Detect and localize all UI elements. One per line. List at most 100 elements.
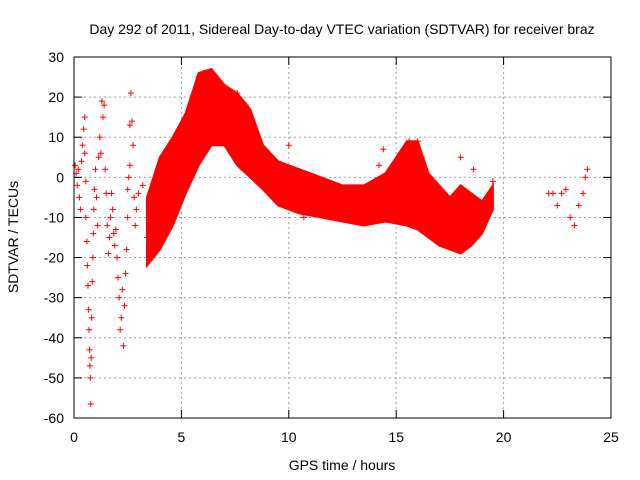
data-point <box>97 150 104 157</box>
data-point <box>125 174 132 181</box>
data-point <box>457 154 464 161</box>
data-point <box>217 114 224 121</box>
data-point <box>199 70 206 77</box>
y-axis-label: SDTVAR / TECUs <box>5 181 21 293</box>
data-point <box>94 222 101 229</box>
data-point <box>156 206 163 213</box>
data-point <box>77 206 84 213</box>
data-point <box>108 190 115 197</box>
data-point <box>111 242 118 249</box>
data-point <box>174 182 181 189</box>
data-point <box>106 234 113 241</box>
data-point <box>86 326 93 333</box>
data-point <box>251 142 258 149</box>
data-point <box>135 190 142 197</box>
x-tick-label: 10 <box>281 429 297 445</box>
data-point <box>86 362 93 369</box>
data-point <box>339 194 346 201</box>
data-point <box>98 98 105 105</box>
data-point <box>74 182 81 189</box>
data-point <box>580 190 587 197</box>
data-point <box>89 254 96 261</box>
data-point <box>80 126 87 133</box>
data-point <box>461 194 468 201</box>
data-point <box>479 222 486 229</box>
data-point <box>83 238 90 245</box>
data-point <box>96 134 103 141</box>
data-point <box>208 102 215 109</box>
data-point <box>115 274 122 281</box>
data-point <box>204 94 211 101</box>
data-point <box>124 214 131 221</box>
data-point <box>89 278 96 285</box>
data-point <box>90 206 97 213</box>
data-point <box>82 214 89 221</box>
y-tick-label: -10 <box>44 209 64 225</box>
data-point <box>123 246 130 253</box>
data-point <box>116 294 123 301</box>
data-point <box>260 166 267 173</box>
axis-ticks: 0 5 10 15 20 25 -60 -50 -40 -30 -20 -10 0 10 20 30 <box>44 49 619 445</box>
data-point <box>296 198 303 205</box>
data-point <box>582 174 589 181</box>
data-point <box>88 354 95 361</box>
data-point <box>191 94 198 101</box>
chart-title: Day 292 of 2011, Sidereal Day-to-day VTE… <box>89 21 594 37</box>
y-tick-label: -60 <box>44 410 64 426</box>
data-point <box>212 82 219 89</box>
data-point <box>152 194 159 201</box>
x-tick-label: 5 <box>178 429 186 445</box>
data-point <box>93 194 100 201</box>
data-point <box>221 126 228 133</box>
data-point <box>165 198 172 205</box>
data-point <box>122 270 129 277</box>
data-point <box>124 186 131 193</box>
data-point <box>81 150 88 157</box>
data-point <box>121 302 128 309</box>
data-point <box>575 202 582 209</box>
data-point <box>195 74 202 81</box>
grid-lines <box>74 57 611 418</box>
data-point <box>318 190 325 197</box>
data-point <box>120 342 127 349</box>
data-point <box>234 90 241 97</box>
data-point <box>81 114 88 121</box>
y-tick-label: 30 <box>48 49 64 65</box>
data-point <box>131 194 138 201</box>
data-point <box>558 190 565 197</box>
data-point <box>87 374 94 381</box>
data-point <box>144 234 151 241</box>
data-point <box>562 186 569 193</box>
data-point <box>247 114 254 121</box>
data-point <box>109 206 116 213</box>
data-point <box>105 250 112 257</box>
data-point <box>78 158 85 165</box>
data-point <box>225 114 232 121</box>
data-point <box>328 194 335 201</box>
data-point <box>489 178 496 185</box>
data-point <box>307 186 314 193</box>
x-axis-label: GPS time / hours <box>289 457 396 473</box>
data-point <box>118 314 125 321</box>
x-tick-label: 20 <box>496 429 512 445</box>
data-point <box>300 214 307 221</box>
data-point <box>107 214 114 221</box>
data-point <box>102 166 109 173</box>
data-point <box>567 214 574 221</box>
y-tick-label: -20 <box>44 250 64 266</box>
data-point <box>128 118 135 125</box>
data-point <box>414 138 421 145</box>
data-point <box>113 254 120 261</box>
data-point <box>384 194 391 201</box>
data-point <box>126 162 133 169</box>
data-point <box>406 138 413 145</box>
data-point <box>393 198 400 205</box>
data-point <box>242 102 249 109</box>
y-tick-label: -30 <box>44 290 64 306</box>
data-point <box>95 154 102 161</box>
data-point <box>571 222 578 229</box>
data-point <box>76 194 83 201</box>
data-point <box>418 154 425 161</box>
data-point <box>264 170 271 177</box>
data-point <box>186 126 193 133</box>
